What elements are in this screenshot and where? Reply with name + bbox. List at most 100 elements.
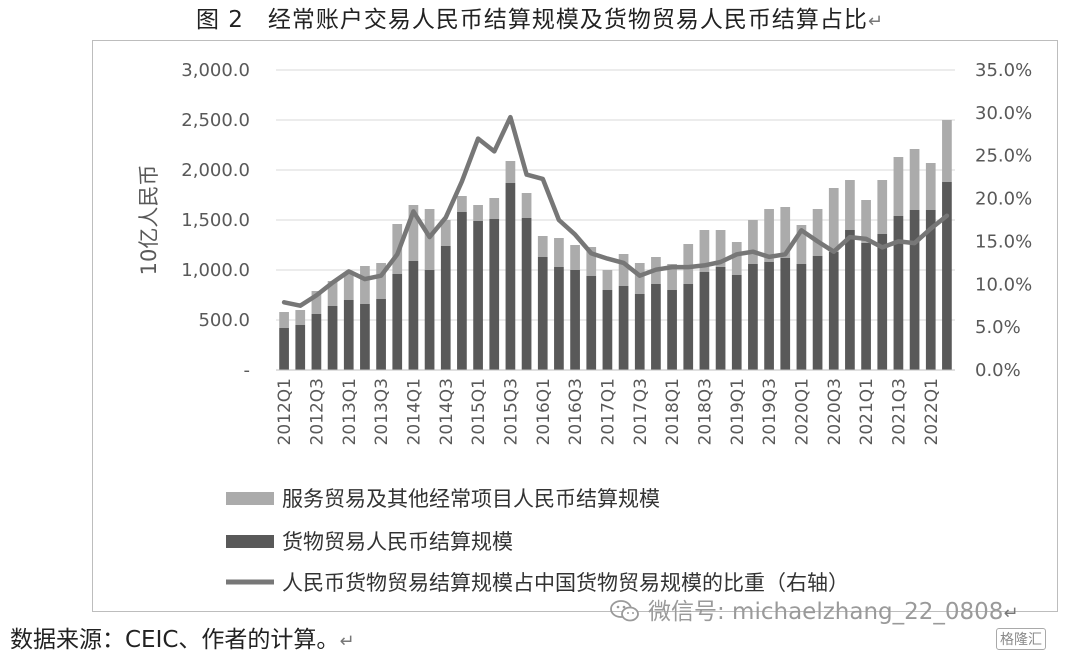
y2-tick-label: 10.0% bbox=[975, 274, 1032, 295]
y-tick-label: 1,500.0 bbox=[181, 210, 250, 231]
x-tick-label: 2012Q3 bbox=[307, 378, 327, 445]
chart-frame bbox=[92, 40, 1058, 612]
services-bar bbox=[715, 230, 726, 267]
x-tick-label: 2019Q3 bbox=[760, 378, 780, 445]
y-tick-label: 1,000.0 bbox=[181, 260, 250, 281]
legend-label: 服务贸易及其他经常项目人民币结算规模 bbox=[282, 487, 660, 511]
services-bar bbox=[457, 196, 467, 212]
services-bar bbox=[376, 263, 386, 299]
y2-tick-label: 25.0% bbox=[975, 146, 1032, 167]
x-tick-label: 2020Q1 bbox=[792, 378, 812, 445]
goods-bar bbox=[586, 276, 597, 370]
data-source-note: 数据来源：CEIC、作者的计算。↵ bbox=[10, 627, 355, 653]
goods-bar bbox=[570, 270, 580, 370]
y-tick-label: 2,500.0 bbox=[181, 110, 250, 131]
services-bar bbox=[489, 198, 500, 219]
services-bar bbox=[554, 238, 564, 267]
goods-bar bbox=[327, 306, 338, 370]
goods-bar bbox=[457, 212, 467, 370]
services-bar bbox=[796, 225, 807, 264]
y-tick-label: 500.0 bbox=[198, 310, 250, 331]
goods-bar bbox=[909, 210, 920, 370]
goods-bar bbox=[521, 218, 532, 370]
y-tick-label: 2,000.0 bbox=[181, 160, 250, 181]
services-bar bbox=[683, 244, 694, 284]
goods-bar bbox=[634, 294, 645, 370]
goods-bar bbox=[861, 243, 871, 370]
x-tick-label: 2013Q3 bbox=[372, 378, 392, 445]
goods-bar bbox=[715, 267, 726, 370]
goods-bar bbox=[796, 264, 807, 370]
goods-bar bbox=[424, 270, 435, 370]
services-bar bbox=[408, 205, 419, 261]
goods-bar bbox=[279, 328, 289, 370]
goods-bar bbox=[683, 284, 694, 370]
x-tick-label: 2022Q1 bbox=[922, 378, 942, 445]
services-bar bbox=[667, 264, 677, 290]
wechat-icon bbox=[610, 600, 639, 622]
brand-logo: 格隆汇 bbox=[996, 628, 1046, 650]
goods-bar bbox=[667, 290, 677, 370]
y2-tick-label: 35.0% bbox=[975, 60, 1032, 81]
goods-bar bbox=[877, 234, 888, 370]
y-axis-title: 10亿人民币 bbox=[137, 165, 161, 276]
x-tick-label: 2014Q3 bbox=[437, 378, 457, 445]
goods-bar bbox=[489, 219, 500, 370]
services-bar bbox=[925, 163, 936, 210]
y2-tick-label: 0.0% bbox=[975, 360, 1021, 381]
x-tick-label: 2013Q1 bbox=[340, 378, 360, 445]
legend-swatch bbox=[226, 492, 274, 505]
services-bar bbox=[295, 310, 306, 325]
services-bar bbox=[748, 220, 758, 264]
y2-tick-label: 30.0% bbox=[975, 103, 1032, 124]
services-bar bbox=[360, 266, 370, 304]
services-bar bbox=[764, 209, 774, 262]
axes: - 500.0 1,000.0 1,500.0 2,000.0 2,500.0 3,000.… bbox=[137, 60, 1032, 445]
services-bar bbox=[473, 205, 483, 221]
x-tick-label: 2014Q1 bbox=[404, 378, 424, 445]
y-tick-label: - bbox=[244, 360, 251, 381]
goods-bar bbox=[602, 290, 613, 370]
services-bar bbox=[279, 312, 289, 328]
y2-tick-label: 15.0% bbox=[975, 231, 1032, 252]
wechat-watermark: 微信号: michaelzhang_22_0808↵ bbox=[648, 599, 1019, 625]
services-bar bbox=[537, 236, 548, 257]
y-tick-label: 3,000.0 bbox=[181, 60, 250, 81]
goods-bar bbox=[343, 300, 354, 370]
services-bar bbox=[812, 209, 823, 256]
grid-lines bbox=[276, 69, 955, 321]
chart-title: 图 2 经常账户交易人民币结算规模及货物贸易人民币结算占比↵ bbox=[195, 7, 885, 33]
goods-bar bbox=[392, 274, 403, 370]
x-tick-label: 2017Q1 bbox=[598, 378, 618, 445]
goods-bar bbox=[731, 275, 742, 370]
y2-tick-label: 20.0% bbox=[975, 189, 1032, 210]
x-tick-label: 2017Q3 bbox=[631, 378, 651, 445]
services-bar bbox=[570, 245, 580, 270]
services-bar bbox=[893, 157, 904, 216]
services-bar bbox=[845, 180, 855, 230]
services-bar bbox=[942, 120, 952, 182]
legend: 服务贸易及其他经常项目人民币结算规模货物贸易人民币结算规模人民币货物贸易结算规模… bbox=[226, 487, 849, 595]
services-bar bbox=[343, 273, 354, 300]
goods-bar bbox=[651, 284, 661, 370]
goods-bar bbox=[845, 230, 855, 370]
goods-bar bbox=[376, 299, 386, 370]
x-tick-label: 2018Q1 bbox=[663, 378, 683, 445]
goods-bar bbox=[925, 210, 936, 370]
goods-bar bbox=[893, 216, 904, 370]
services-bar bbox=[909, 149, 920, 210]
services-bar bbox=[634, 263, 645, 294]
goods-bar bbox=[812, 256, 823, 370]
services-bar bbox=[505, 161, 516, 183]
goods-bar bbox=[942, 182, 952, 370]
x-tick-label: 2021Q1 bbox=[857, 378, 877, 445]
goods-bar bbox=[360, 304, 370, 370]
goods-bar bbox=[505, 183, 516, 370]
services-bar bbox=[699, 230, 710, 272]
services-bar bbox=[424, 209, 435, 270]
x-tick-label: 2016Q1 bbox=[534, 378, 554, 445]
legend-label: 人民币货物贸易结算规模占中国货物贸易规模的比重（右轴） bbox=[282, 571, 849, 595]
x-tick-label: 2018Q3 bbox=[695, 378, 715, 445]
services-bar bbox=[602, 270, 613, 290]
services-bar bbox=[618, 254, 629, 286]
